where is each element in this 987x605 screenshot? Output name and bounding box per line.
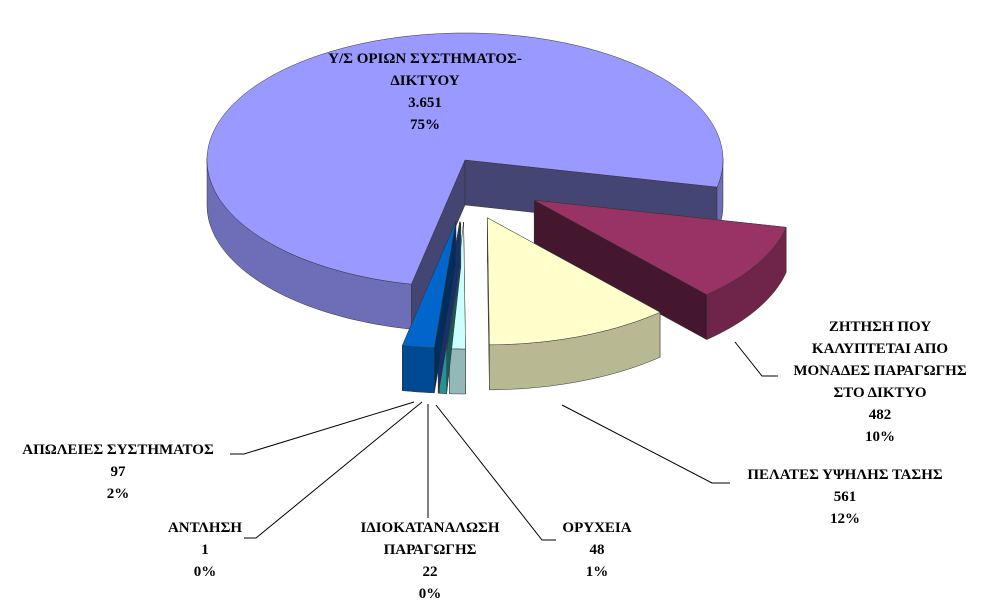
category-label: ΖΗΤΗΣΗ ΠΟΥ ΚΑΛΥΠΤΕΤΑΙ ΑΠΟ ΜΟΝΑΔΕΣ ΠΑΡΑΓΩ…: [785, 316, 975, 404]
percentage-label: 0%: [145, 561, 265, 583]
leader-line: [230, 402, 414, 454]
slice-wall: [402, 346, 434, 393]
value-label: 482: [785, 404, 975, 426]
percentage-label: 75%: [300, 114, 550, 136]
percentage-label: 1%: [537, 561, 657, 583]
category-label: Υ/Σ ΟΡΙΩΝ ΣΥΣΤΗΜΑΤΟΣ-ΔΙΚΤΥΟΥ: [300, 48, 550, 92]
percentage-label: 0%: [350, 583, 510, 605]
percentage-label: 12%: [715, 508, 975, 530]
value-label: 3.651: [300, 92, 550, 114]
slice-wall: [450, 349, 466, 394]
category-label: ΙΔΙΟΚΑΤΑΝΑΛΩΣΗ ΠΑΡΑΓΩΓΗΣ: [350, 517, 510, 561]
value-label: 561: [715, 486, 975, 508]
percentage-label: 2%: [0, 483, 238, 505]
category-label: ΟΡΥΧΕΙΑ: [537, 517, 657, 539]
value-label: 48: [537, 539, 657, 561]
category-label: ΑΠΩΛΕΙΕΣ ΣΥΣΤΗΜΑΤΟΣ: [0, 439, 238, 461]
value-label: 22: [350, 561, 510, 583]
value-label: 1: [145, 539, 265, 561]
data-label: ΖΗΤΗΣΗ ΠΟΥ ΚΑΛΥΠΤΕΤΑΙ ΑΠΟ ΜΟΝΑΔΕΣ ΠΑΡΑΓΩ…: [785, 316, 975, 448]
leader-line: [735, 342, 778, 376]
leader-line: [562, 405, 730, 483]
category-label: ΑΝΤΛΗΣΗ: [145, 517, 265, 539]
value-label: 97: [0, 461, 238, 483]
category-label: ΠΕΛΑΤΕΣ ΥΨΗΛΗΣ ΤΑΣΗΣ: [715, 464, 975, 486]
percentage-label: 10%: [785, 426, 975, 448]
